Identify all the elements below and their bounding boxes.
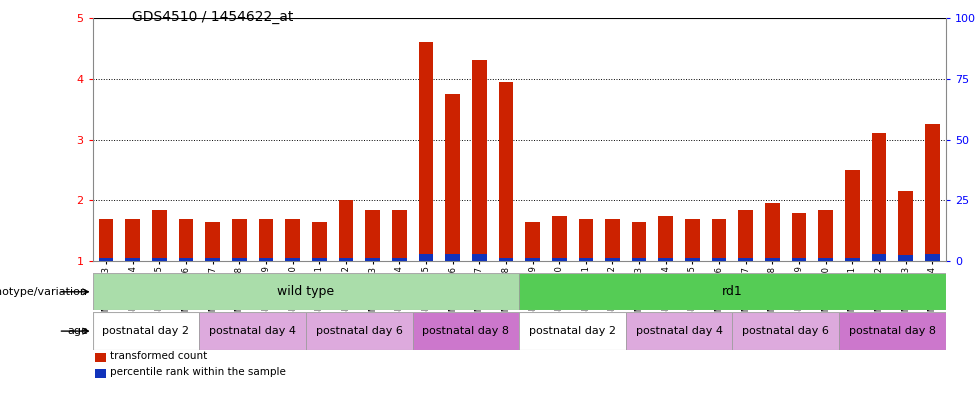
Text: GDS4510 / 1454622_at: GDS4510 / 1454622_at <box>132 10 293 24</box>
Bar <box>366 209 380 261</box>
Bar <box>418 42 433 261</box>
Bar <box>712 219 726 261</box>
Bar <box>685 258 700 261</box>
Bar <box>206 222 220 261</box>
Bar <box>286 258 300 261</box>
Bar <box>685 219 700 261</box>
Text: postnatal day 6: postnatal day 6 <box>742 326 829 336</box>
Bar <box>872 254 886 261</box>
Bar <box>845 258 860 261</box>
Bar <box>626 312 732 350</box>
Bar <box>125 258 140 261</box>
Bar <box>472 254 487 261</box>
Bar <box>412 312 519 350</box>
Bar <box>446 254 460 261</box>
Bar <box>258 219 273 261</box>
Bar <box>498 258 513 261</box>
Text: postnatal day 8: postnatal day 8 <box>422 326 509 336</box>
Bar <box>232 219 247 261</box>
Bar <box>312 222 327 261</box>
Bar <box>765 204 780 261</box>
Bar <box>632 258 646 261</box>
Text: percentile rank within the sample: percentile rank within the sample <box>109 367 286 377</box>
Bar <box>552 216 566 261</box>
Bar <box>632 222 646 261</box>
Bar <box>605 258 620 261</box>
Bar <box>232 258 247 261</box>
Bar <box>338 200 353 261</box>
Text: postnatal day 8: postnatal day 8 <box>849 326 936 336</box>
Bar <box>286 219 300 261</box>
Bar <box>738 258 753 261</box>
Bar <box>206 258 220 261</box>
Bar <box>366 258 380 261</box>
Bar <box>712 258 726 261</box>
Bar <box>519 312 626 350</box>
Bar <box>605 219 620 261</box>
Bar <box>98 258 113 261</box>
Text: postnatal day 2: postnatal day 2 <box>102 326 189 336</box>
Bar <box>839 312 946 350</box>
Bar <box>93 312 199 350</box>
Bar <box>178 258 193 261</box>
Text: rd1: rd1 <box>722 285 743 298</box>
Bar <box>872 133 886 261</box>
Bar <box>446 94 460 261</box>
Bar <box>498 82 513 261</box>
Bar <box>526 258 540 261</box>
Text: postnatal day 4: postnatal day 4 <box>636 326 722 336</box>
Bar <box>96 353 105 362</box>
Text: postnatal day 2: postnatal day 2 <box>529 326 616 336</box>
Bar <box>258 258 273 261</box>
Bar <box>98 219 113 261</box>
Bar <box>392 209 407 261</box>
Bar <box>306 312 412 350</box>
Bar <box>898 255 914 261</box>
Bar <box>338 258 353 261</box>
Bar <box>738 209 753 261</box>
Bar <box>792 213 806 261</box>
Bar <box>392 258 407 261</box>
Bar <box>152 209 167 261</box>
Bar <box>818 209 833 261</box>
Bar <box>578 258 593 261</box>
Bar <box>732 312 839 350</box>
Bar <box>312 258 327 261</box>
Bar <box>152 258 167 261</box>
Text: transformed count: transformed count <box>109 351 207 362</box>
Bar <box>925 124 940 261</box>
Bar <box>125 219 140 261</box>
Bar <box>658 258 673 261</box>
Bar <box>526 222 540 261</box>
Bar <box>845 170 860 261</box>
Bar <box>178 219 193 261</box>
Bar <box>818 258 833 261</box>
Bar <box>658 216 673 261</box>
Bar <box>519 273 946 310</box>
Bar <box>792 258 806 261</box>
Bar <box>898 191 914 261</box>
Text: postnatal day 6: postnatal day 6 <box>316 326 403 336</box>
Bar <box>578 219 593 261</box>
Bar <box>96 369 105 378</box>
Bar <box>765 258 780 261</box>
Bar <box>552 258 566 261</box>
Bar <box>925 254 940 261</box>
Text: wild type: wild type <box>277 285 334 298</box>
Text: postnatal day 4: postnatal day 4 <box>209 326 296 336</box>
Bar <box>93 273 519 310</box>
Bar <box>472 60 487 261</box>
Bar <box>199 312 306 350</box>
Bar <box>418 254 433 261</box>
Text: genotype/variation: genotype/variation <box>0 287 88 297</box>
Text: age: age <box>67 326 88 336</box>
